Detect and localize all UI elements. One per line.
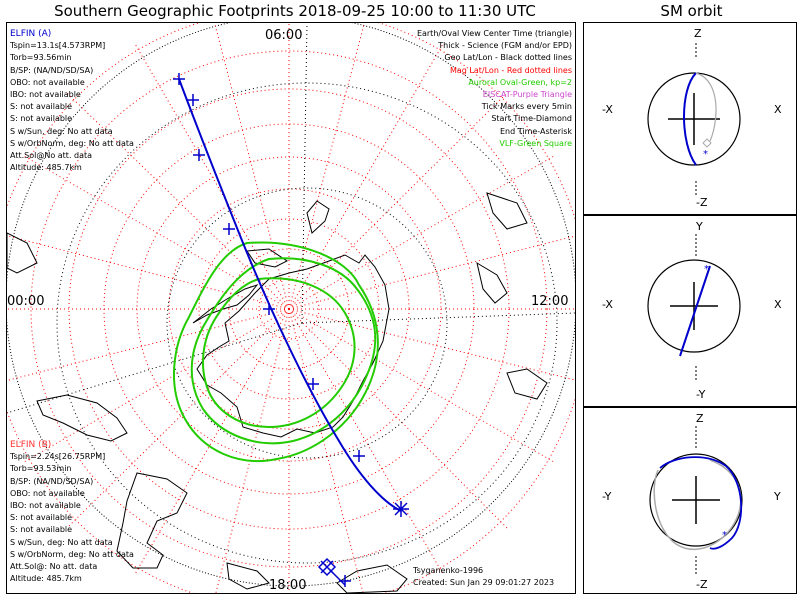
globe-outline bbox=[7, 23, 575, 587]
svg-text:*: * bbox=[704, 264, 709, 275]
axis-label-bottom: -Z bbox=[696, 196, 708, 209]
elfin-a-title: ELFIN (A) bbox=[10, 29, 52, 39]
yz-orbit-svg: Z -Z -Y Y * bbox=[602, 412, 781, 591]
axis-label-top: Z bbox=[694, 27, 702, 40]
info-line: Tspin=13.1s[4.573RPM] bbox=[10, 41, 106, 51]
info-line: Altitude: 485.7km bbox=[10, 163, 82, 173]
axis-label-bottom: -Z bbox=[696, 578, 708, 591]
legend-item: VLF-Green Square bbox=[499, 138, 572, 148]
axis-label-right: Y bbox=[773, 490, 781, 503]
hour-label-left: 00:00 bbox=[7, 294, 44, 309]
end-time-asterisk bbox=[393, 501, 409, 517]
orbit-b-path bbox=[653, 459, 742, 551]
svg-text:*: * bbox=[722, 530, 727, 541]
info-line: S: not available bbox=[10, 102, 73, 112]
axis-label-top: Z bbox=[696, 412, 704, 425]
sm-orbit-xy-panel: Y -Y -X X * bbox=[583, 215, 797, 407]
tick-marks bbox=[173, 73, 365, 462]
xy-orbit-svg: Y -Y -X X * bbox=[602, 220, 782, 401]
info-line: OBO: not available bbox=[10, 77, 85, 87]
orbit-a-path bbox=[679, 265, 711, 357]
hour-label-bottom: 18:00 bbox=[269, 578, 306, 593]
info-line: S w/OrbNorm, deg: No att data bbox=[10, 549, 134, 559]
model-label: Tsyganenko-1996 bbox=[413, 566, 484, 575]
orbit-a-path bbox=[683, 72, 697, 166]
axis-label-top: Y bbox=[695, 220, 703, 233]
created-label: Created: Sun Jan 29 09:01:27 2023 bbox=[413, 578, 555, 588]
earth-circle bbox=[647, 72, 741, 166]
info-line: S w/Sun, deg: No att data bbox=[10, 126, 113, 136]
mag-longitude-lines bbox=[7, 23, 575, 593]
map-legend: Earth/Oval View Center Time (triangle) T… bbox=[417, 28, 572, 150]
axis-label-right: X bbox=[774, 298, 782, 311]
orbit-a-path bbox=[659, 456, 743, 550]
map-title: Southern Geographic Footprints 2018-09-2… bbox=[54, 2, 536, 20]
orbit-title: SM orbit bbox=[660, 2, 723, 20]
info-line: B/SP: (NA/ND/SD/SA) bbox=[10, 476, 94, 486]
info-line: Att.Sol@: No att. data bbox=[10, 562, 98, 572]
legend-item: End Time-Asterisk bbox=[499, 126, 572, 136]
info-line: Tspin=2.24s[26.75RPM] bbox=[10, 452, 106, 462]
hour-label-top: 06:00 bbox=[265, 28, 302, 43]
info-line: IBO: not available bbox=[10, 90, 81, 100]
info-line: Torb=93.53min bbox=[10, 464, 72, 474]
info-line: S: not available bbox=[10, 513, 73, 523]
orbit-b-path bbox=[695, 72, 717, 142]
legend-item: Start Time-Diamond bbox=[491, 114, 572, 124]
info-line: IBO: not available bbox=[10, 501, 81, 511]
legend-item: Geo Lat/Lon - Black dotted lines bbox=[444, 53, 572, 63]
start-time-diamond bbox=[317, 557, 351, 587]
axis-label-left: -X bbox=[602, 298, 613, 311]
map-footer: Tsyganenko-1996 Created: Sun Jan 29 09:0… bbox=[413, 565, 554, 589]
svg-text:*: * bbox=[703, 149, 708, 160]
sm-orbit-yz-panel: Z -Z -Y Y * bbox=[583, 407, 797, 594]
legend-item: Mag Lat/Lon - Red dotted lines bbox=[449, 65, 572, 75]
legend-item: EISCAT-Purple Triangle bbox=[482, 90, 572, 100]
sm-orbit-xz-panel: Z -Z -X X * bbox=[583, 22, 797, 215]
info-line: S w/OrbNorm, deg: No att data bbox=[10, 138, 134, 148]
axis-label-left: -X bbox=[602, 103, 613, 116]
geo-grid-lines bbox=[7, 23, 575, 564]
info-line: Altitude: 485.7km bbox=[10, 574, 82, 584]
legend-item: Tick Marks every 5min bbox=[481, 102, 572, 112]
elfin-a-footprint-track bbox=[178, 78, 402, 512]
footprint-map: 06:00 00:00 12:00 18:00 bbox=[6, 22, 576, 594]
legend-item: Thick - Science (FGM and/or EPD) bbox=[438, 41, 572, 51]
axis-label-left: -Y bbox=[602, 490, 612, 503]
info-line: Torb=93.56min bbox=[10, 53, 72, 63]
info-line: B/SP: (NA/ND/SD/SA) bbox=[10, 65, 94, 75]
elfin-b-info: ELFIN (B) Tspin=2.24s[26.75RPM] Torb=93.… bbox=[10, 439, 134, 585]
legend-item: Earth/Oval View Center Time (triangle) bbox=[416, 29, 572, 38]
info-line: OBO: not available bbox=[10, 488, 85, 498]
elfin-a-info: ELFIN (A) Tspin=13.1s[4.573RPM] Torb=93.… bbox=[10, 28, 134, 174]
info-line: Att.Sol@No att. data bbox=[10, 151, 93, 161]
axis-label-right: X bbox=[774, 103, 782, 116]
hour-label-right: 12:00 bbox=[531, 294, 568, 309]
auroral-oval bbox=[173, 241, 379, 463]
axis-label-bottom: -Y bbox=[696, 388, 706, 401]
earth-circle bbox=[647, 259, 741, 353]
legend-item: Auroral Oval-Green, kp=2 bbox=[468, 77, 572, 87]
polar-map-svg: 06:00 00:00 12:00 18:00 bbox=[7, 23, 575, 593]
xz-orbit-svg: Z -Z -X X * bbox=[602, 27, 782, 209]
earth-circle bbox=[649, 453, 743, 547]
info-line: S: not available bbox=[10, 525, 73, 535]
elfin-b-title: ELFIN (B) bbox=[10, 440, 52, 450]
info-line: S: not available bbox=[10, 114, 73, 124]
info-line: S w/Sun, deg: No att data bbox=[10, 537, 113, 547]
